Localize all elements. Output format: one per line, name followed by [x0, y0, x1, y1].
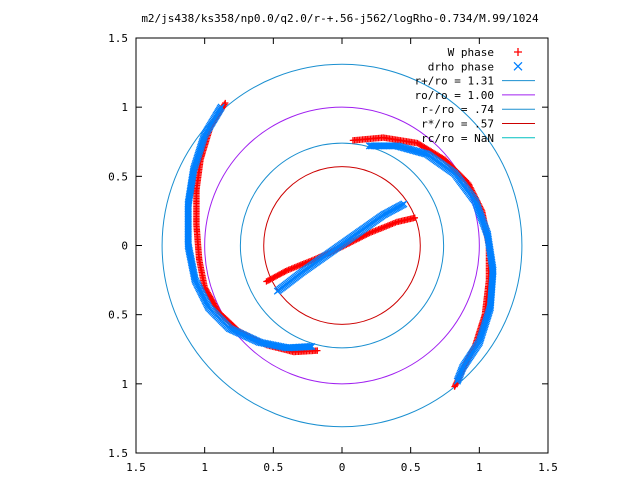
legend-entry: r*/ro = .57 — [421, 118, 535, 131]
radius-circle-0 — [161, 63, 523, 428]
legend-label: W phase — [448, 46, 494, 59]
legend-entry: drho phase — [428, 60, 523, 73]
data-point — [364, 230, 372, 237]
legend-entry: W phase — [448, 46, 522, 59]
y-tick-label: 1 — [121, 101, 128, 114]
y-tick-label: 1 — [121, 378, 128, 391]
data-point — [306, 342, 314, 351]
y-tick-label: 1.5 — [108, 32, 128, 45]
radius-circle-2 — [239, 142, 445, 349]
y-tick-label: 0.5 — [108, 309, 128, 322]
x-tick-label: 0.5 — [401, 461, 421, 474]
data-point — [400, 200, 408, 208]
x-tick-label: 0 — [339, 461, 346, 474]
data-point — [314, 347, 321, 354]
legend-label: drho phase — [428, 60, 494, 73]
y-tick-label: 0.5 — [108, 170, 128, 183]
x-tick-label: 1.5 — [126, 461, 146, 474]
data-series — [184, 99, 497, 390]
radius-circle-3 — [263, 166, 421, 325]
data-point — [454, 375, 462, 384]
legend-label: r*/ro = .57 — [421, 118, 494, 131]
data-point — [308, 342, 316, 351]
x-tick-label: 1.5 — [538, 461, 558, 474]
legend-label: ro/ro = 1.00 — [415, 89, 494, 102]
legend-label: rc/ro = NaN — [421, 132, 494, 145]
legend-label: r+/ro = 1.31 — [415, 75, 494, 88]
chart-title: m2/js438/ks358/np0.0/q2.0/r-+.56-j562/lo… — [141, 12, 539, 25]
data-point — [282, 267, 289, 275]
legend-entry: r-/ro = .74 — [421, 103, 535, 116]
data-point — [453, 377, 462, 385]
legend-marker-plus — [514, 48, 522, 56]
x-tick-label: 0.5 — [263, 461, 283, 474]
axes: 1.5 1 0.5 0 0.5 1 1.51.510.500.511.5 — [108, 32, 558, 474]
legend-marker-cross — [513, 61, 523, 71]
data-point — [411, 214, 418, 222]
data-point — [305, 342, 313, 351]
legend-entry: ro/ro = 1.00 — [415, 89, 535, 102]
y-tick-label: 1.5 — [108, 447, 128, 460]
legend-entry: rc/ro = NaN — [421, 132, 535, 145]
radius-circle-1 — [204, 106, 480, 385]
x-tick-label: 1 — [476, 461, 483, 474]
radius-circles — [161, 63, 523, 428]
x-tick-label: 1 — [201, 461, 208, 474]
legend-entry: r+/ro = 1.31 — [415, 75, 535, 88]
legend-label: r-/ro = .74 — [421, 103, 494, 116]
data-point — [363, 231, 370, 238]
series-drho-phase — [184, 103, 497, 385]
y-tick-label: 0 — [121, 240, 128, 253]
